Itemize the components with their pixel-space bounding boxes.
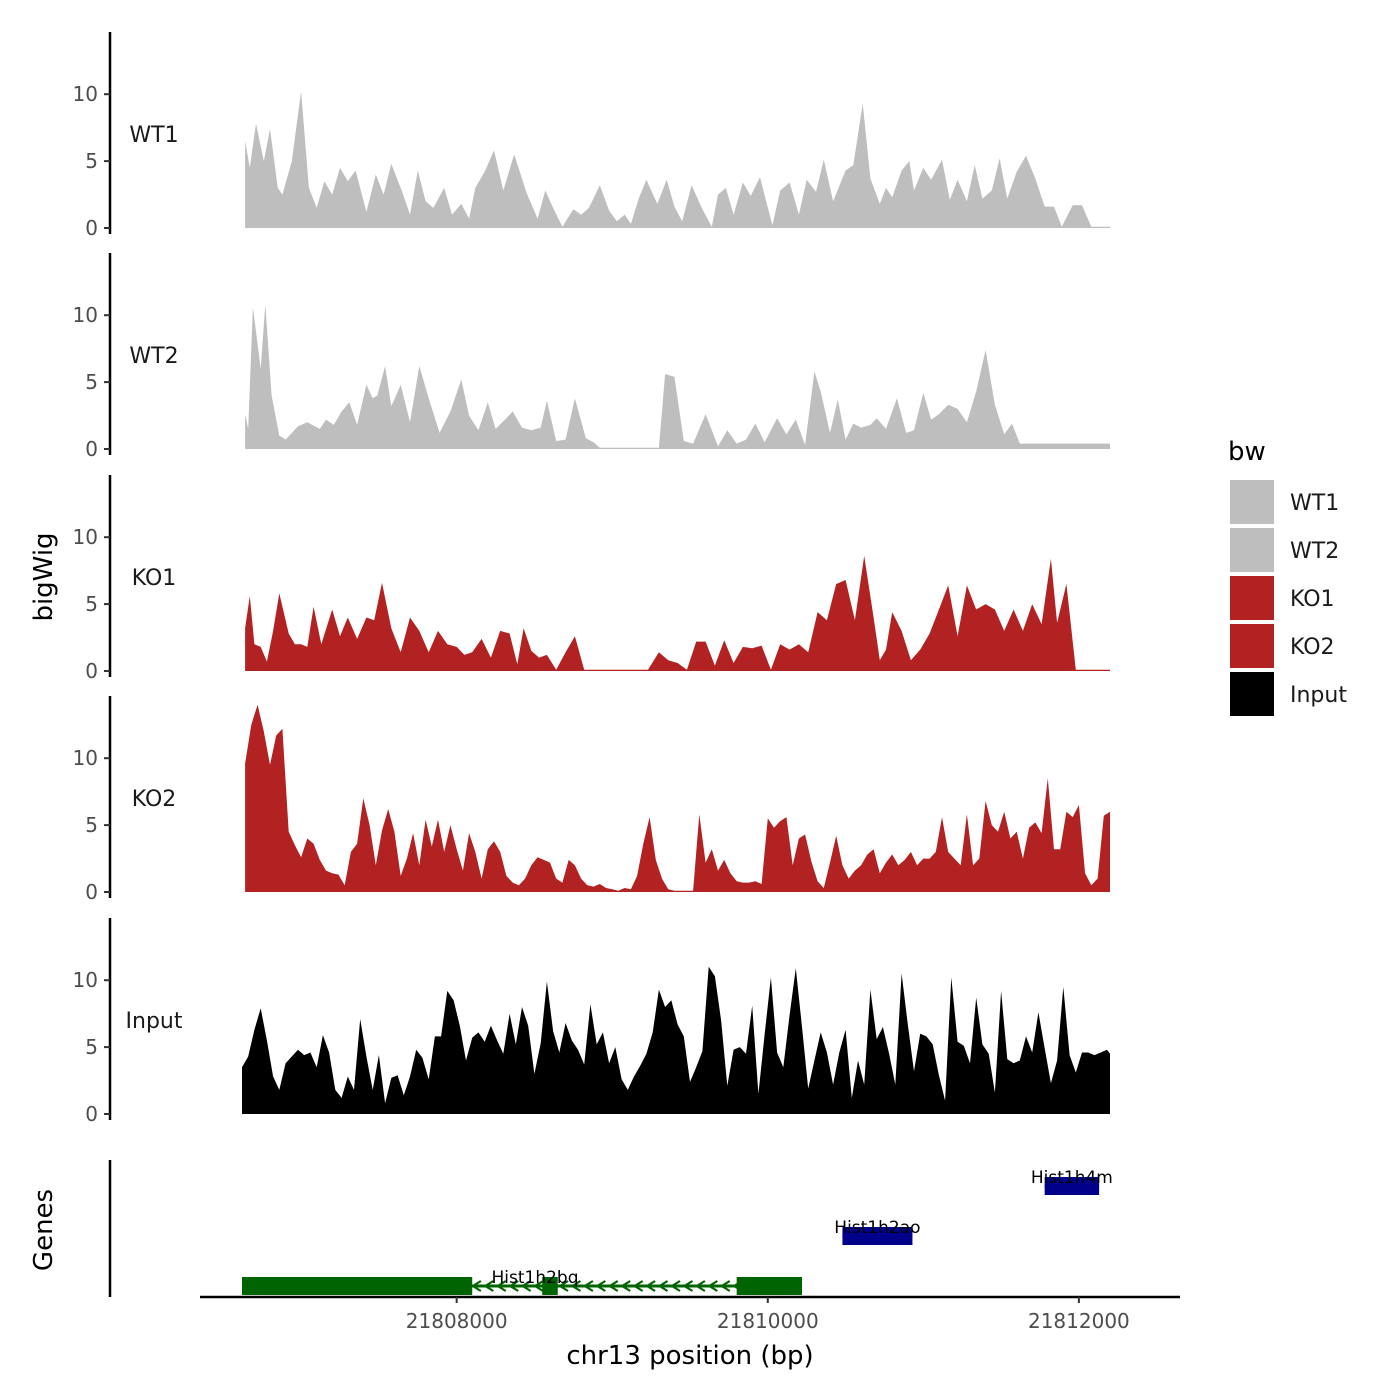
- y-tick-label: 0: [85, 659, 98, 683]
- gene-exon: [736, 1277, 802, 1295]
- strand-chevron: [719, 1280, 731, 1292]
- genes-axis-title: Genes: [29, 1189, 59, 1271]
- legend-swatch-wt1: [1230, 480, 1274, 524]
- y-tick-label: 10: [73, 968, 98, 992]
- x-tick-label: 21808000: [406, 1309, 508, 1333]
- area-wt1: [245, 91, 1111, 228]
- y-tick-label: 0: [85, 880, 98, 904]
- strand-chevron: [707, 1280, 718, 1292]
- legend-title: bw: [1228, 437, 1266, 467]
- track-label-ko1: KO1: [132, 566, 177, 591]
- legend: bw WT1 WT2 KO1 KO2 Input: [1228, 437, 1347, 716]
- gene-label: Hist1h4m: [1031, 1168, 1113, 1188]
- track-input: 0 5 10 Input: [73, 918, 1110, 1126]
- strand-chevron: [533, 1280, 544, 1292]
- strand-chevron: [607, 1280, 619, 1292]
- track-label-wt1: WT1: [129, 123, 178, 148]
- y-tick-label: 10: [73, 82, 98, 106]
- legend-swatch-ko2: [1230, 624, 1274, 668]
- gene-hist1h2ao: Hist1h2ao: [834, 1218, 921, 1245]
- gene-exon: [842, 1227, 913, 1245]
- legend-label-ko2: KO2: [1290, 635, 1335, 660]
- track-label-ko2: KO2: [132, 787, 177, 812]
- track-label-input: Input: [126, 1009, 183, 1034]
- tracks-layer: 0 5 10 WT1 0 5 10 WT2 0 5 10 KO1 0 5 10 KO2 0 5 10 Input: [73, 32, 1111, 1126]
- y-tick-label: 5: [85, 149, 98, 173]
- x-axis: 21808000 21810000 21812000: [200, 1295, 1180, 1333]
- legend-label-input: Input: [1290, 683, 1347, 708]
- x-axis-title: chr13 position (bp): [566, 1341, 813, 1371]
- legend-swatch-wt2: [1230, 528, 1274, 572]
- legend-swatch-ko1: [1230, 576, 1274, 620]
- strand-chevron: [682, 1280, 694, 1292]
- y-tick-label: 5: [85, 1035, 98, 1059]
- track-ko2: 0 5 10 KO2: [73, 696, 1111, 904]
- y-tick-label: 5: [85, 592, 98, 616]
- legend-swatch-input: [1230, 672, 1274, 716]
- strand-chevron: [657, 1280, 669, 1292]
- y-tick-label: 10: [73, 746, 98, 770]
- y-tick-label: 0: [85, 216, 98, 240]
- gene-exon: [542, 1277, 558, 1295]
- strand-chevron: [557, 1280, 569, 1292]
- track-label-wt2: WT2: [129, 344, 178, 369]
- gene-exon: [1044, 1177, 1100, 1195]
- legend-label-wt2: WT2: [1290, 539, 1339, 564]
- strand-chevron: [508, 1280, 519, 1292]
- strand-chevron: [483, 1280, 494, 1292]
- strand-chevron: [632, 1280, 644, 1292]
- gene-hist1h4m: Hist1h4m: [1031, 1168, 1113, 1195]
- strand-chevron: [595, 1280, 606, 1292]
- x-tick-label: 21812000: [1028, 1309, 1130, 1333]
- area-ko2: [245, 704, 1111, 892]
- strand-chevron: [645, 1280, 656, 1292]
- genes-layer: Hist1h2bq Hist1h2ao Hist1h4m: [108, 1160, 1113, 1297]
- y-tick-label: 5: [85, 370, 98, 394]
- strand-chevron: [582, 1280, 594, 1292]
- area-input: [242, 966, 1110, 1114]
- strand-chevron: [570, 1280, 582, 1292]
- legend-label-ko1: KO1: [1290, 587, 1335, 612]
- y-tick-label: 0: [85, 1102, 98, 1126]
- track-wt2: 0 5 10 WT2: [73, 253, 1111, 461]
- gene-label: Hist1h2ao: [834, 1218, 920, 1238]
- strand-chevron: [470, 1280, 482, 1292]
- track-ko1: 0 5 10 KO1: [73, 475, 1111, 683]
- legend-label-wt1: WT1: [1290, 491, 1339, 516]
- gene-label: Hist1h2bq: [491, 1268, 578, 1288]
- y-axis-title: bigWig: [29, 532, 59, 621]
- y-tick-label: 0: [85, 437, 98, 461]
- strand-chevron: [669, 1280, 681, 1292]
- area-ko1: [245, 555, 1111, 671]
- gene-exon: [242, 1277, 473, 1295]
- strand-chevron: [620, 1280, 631, 1292]
- track-wt1: 0 5 10 WT1: [73, 32, 1111, 240]
- y-tick-label: 5: [85, 813, 98, 837]
- area-wt2: [245, 304, 1111, 449]
- gene-hist1h2bq: Hist1h2bq: [242, 1268, 802, 1295]
- y-tick-label: 10: [73, 525, 98, 549]
- y-tick-label: 10: [73, 303, 98, 327]
- strand-chevron: [694, 1280, 706, 1292]
- x-tick-label: 21810000: [717, 1309, 819, 1333]
- strand-chevron: [520, 1280, 532, 1292]
- strand-chevron: [495, 1280, 507, 1292]
